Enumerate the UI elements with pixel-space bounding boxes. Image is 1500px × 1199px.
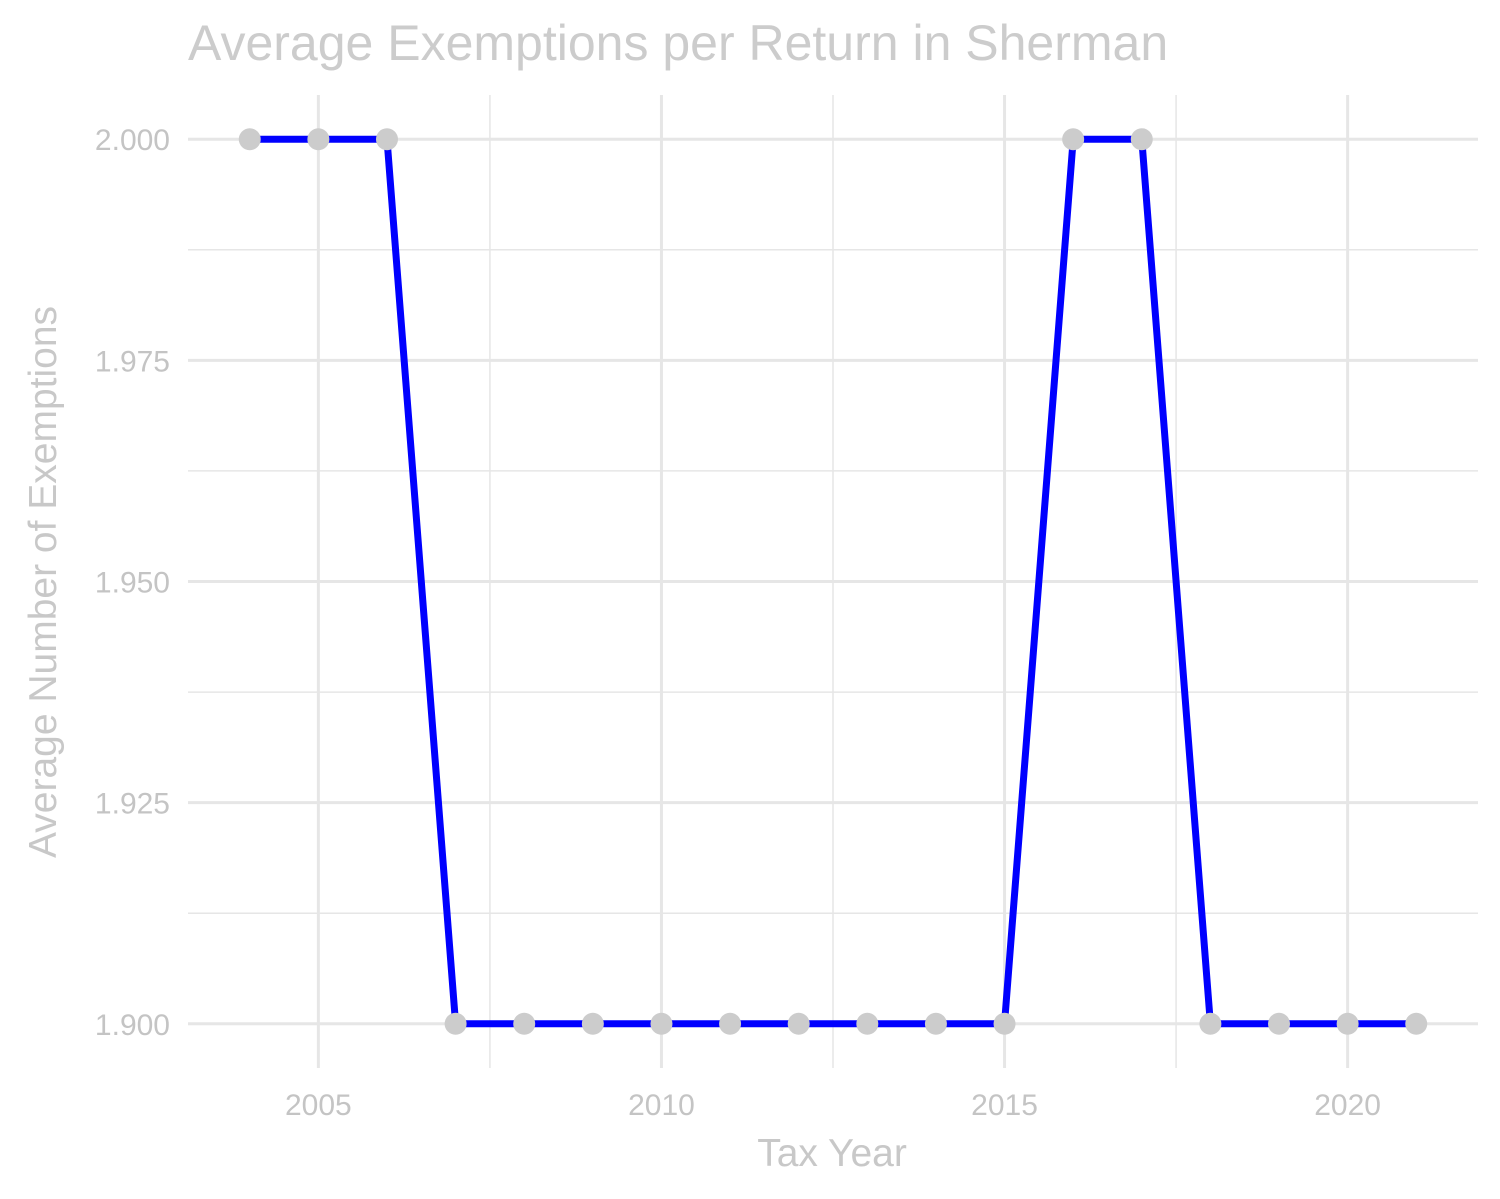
data-point (1130, 128, 1153, 151)
data-point (1268, 1012, 1291, 1035)
data-point (1336, 1012, 1359, 1035)
x-axis-title: Tax Year (757, 1132, 907, 1175)
data-point (1062, 128, 1085, 151)
data-point (513, 1012, 536, 1035)
data-point (993, 1012, 1016, 1035)
data-point (719, 1012, 742, 1035)
data-point (307, 128, 330, 151)
y-tick-label: 1.900 (95, 1009, 170, 1042)
chart-title: Average Exemptions per Return in Sherman (188, 15, 1169, 71)
data-point (856, 1012, 879, 1035)
series-line (249, 135, 1417, 1028)
data-point (238, 128, 261, 151)
x-tick-label: 2020 (1314, 1089, 1381, 1122)
data-point (787, 1012, 810, 1035)
x-tick-label: 2010 (628, 1089, 695, 1122)
x-tick-label: 2005 (285, 1089, 352, 1122)
data-point (1199, 1012, 1222, 1035)
y-tick-label: 1.925 (95, 788, 170, 821)
data-point (650, 1012, 673, 1035)
y-axis-title: Average Number of Exemptions (22, 306, 65, 858)
y-tick-label: 2.000 (95, 124, 170, 157)
y-tick-label: 1.950 (95, 567, 170, 600)
data-point (581, 1012, 604, 1035)
x-tick-label: 2015 (971, 1089, 1038, 1122)
data-point (1405, 1012, 1428, 1035)
y-tick-label: 1.975 (95, 345, 170, 378)
data-point (375, 128, 398, 151)
data-point (444, 1012, 467, 1035)
data-point (924, 1012, 947, 1035)
